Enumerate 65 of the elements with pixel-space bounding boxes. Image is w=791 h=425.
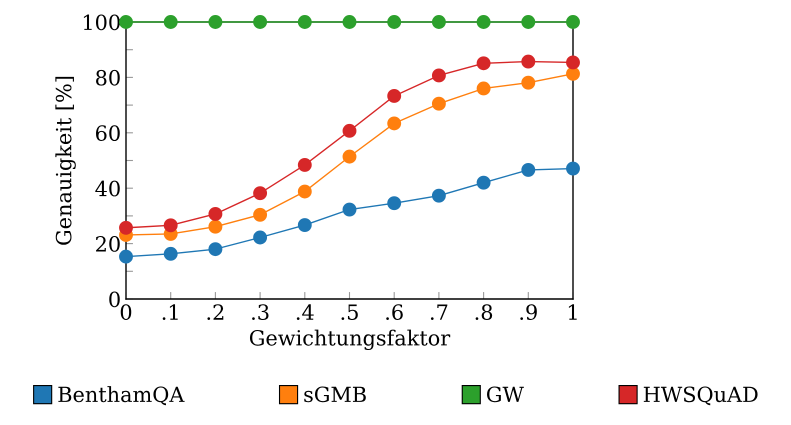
point [342, 15, 356, 29]
point [342, 124, 356, 138]
x-tick-label: .8 [476, 304, 492, 320]
legend-label: HWSQuAD [644, 386, 758, 406]
point [298, 184, 312, 198]
x-tick-label: .4 [296, 304, 314, 320]
point [432, 15, 446, 29]
point [164, 15, 178, 29]
x-tick-label: .6 [386, 304, 403, 320]
point [253, 186, 268, 200]
x-tick-label: .5 [342, 304, 358, 320]
point [253, 230, 268, 244]
legend-label: sGMB [304, 386, 366, 402]
point [208, 207, 222, 221]
point [432, 68, 446, 82]
point [298, 158, 312, 172]
point [164, 218, 178, 232]
y-tick-label: 100 [84, 14, 120, 30]
point [208, 220, 222, 234]
point [566, 162, 580, 176]
point [298, 15, 312, 29]
point [476, 176, 491, 190]
x-tick-label: 0 [120, 304, 132, 320]
point [298, 218, 312, 232]
point [566, 15, 580, 29]
point [476, 56, 491, 70]
x-tick-label: .3 [252, 304, 268, 320]
point [208, 15, 222, 29]
point [566, 66, 580, 81]
point [432, 188, 446, 203]
x-tick-label: .7 [430, 304, 448, 320]
point [387, 15, 402, 29]
point [521, 54, 536, 69]
point [342, 150, 356, 164]
x-tick-label: .1 [162, 304, 178, 320]
x-axis-title: Gewichtungsfaktor [250, 330, 450, 350]
point [432, 96, 446, 111]
y-tick-label: 20 [96, 236, 120, 252]
legend-label: GW [487, 386, 524, 402]
point [387, 89, 402, 103]
y-axis-title: Genauigkeit [%] [55, 76, 76, 245]
x-tick-label: .9 [520, 304, 537, 320]
point [253, 208, 268, 222]
y-tick-label: 80 [96, 70, 120, 86]
x-tick-label: .2 [207, 304, 224, 320]
point [521, 76, 536, 90]
point [521, 162, 536, 177]
y-tick-label: 60 [96, 125, 120, 142]
point [566, 55, 580, 70]
y-tick-label: 0 [109, 291, 120, 308]
point [253, 15, 268, 29]
point [476, 15, 491, 29]
point [521, 15, 536, 29]
point [119, 250, 133, 264]
point [119, 15, 133, 29]
point [476, 82, 491, 96]
point [387, 116, 402, 130]
point [342, 202, 356, 216]
point [119, 220, 133, 235]
y-tick-label: 40 [95, 180, 120, 196]
x-tick-label: 1 [568, 304, 577, 320]
legend-label: BenthamQA [58, 386, 185, 406]
point [208, 242, 222, 256]
point [387, 196, 402, 210]
point [164, 246, 178, 261]
